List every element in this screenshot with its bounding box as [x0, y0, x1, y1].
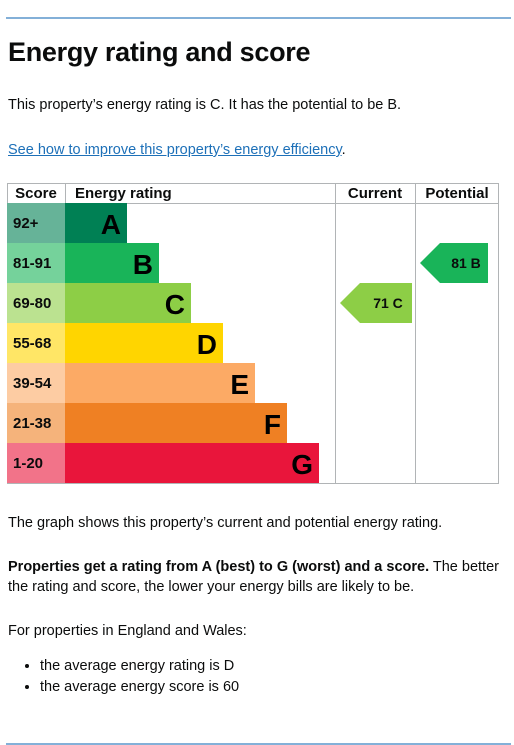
band-range-f: 21-38 [13, 415, 51, 432]
band-bar-f [65, 403, 287, 443]
band-letter-f: F [264, 409, 281, 440]
header-current: Current [348, 185, 402, 202]
band-score-cell-f [7, 403, 65, 443]
band-score-cell-e [7, 363, 65, 403]
averages-list: the average energy rating is D the avera… [8, 656, 239, 698]
band-range-g: 1-20 [13, 455, 43, 472]
band-score-cell-c [7, 283, 65, 323]
band-range-d: 55-68 [13, 335, 51, 352]
region-note: For properties in England and Wales: [8, 623, 247, 639]
band-range-a: 92+ [13, 215, 39, 232]
rating-explanation: Properties get a rating from A (best) to… [8, 557, 508, 597]
band-range-e: 39-54 [13, 375, 52, 392]
rating-summary: This property’s energy rating is C. It h… [8, 97, 402, 113]
band-range-b: 81-91 [13, 255, 51, 272]
header-energy-rating: Energy rating [75, 185, 172, 202]
graph-note: The graph shows this property’s current … [8, 515, 443, 531]
band-score-cell-a [7, 203, 65, 243]
potential-rating-label: 81 B [451, 255, 481, 271]
average-score-item: the average energy score is 60 [40, 677, 239, 698]
band-score-cell-d [7, 323, 65, 363]
header-potential: Potential [425, 185, 488, 202]
band-score-cell-g [7, 443, 65, 483]
average-rating-item: the average energy rating is D [40, 656, 239, 677]
rating-explanation-bold: Properties get a rating from A (best) to… [8, 559, 430, 575]
improve-efficiency-link[interactable]: See how to improve this property’s energ… [8, 142, 342, 158]
band-bar-b [65, 243, 159, 283]
band-bar-d [65, 323, 223, 363]
improve-link-suffix: . [341, 142, 346, 158]
band-letter-g: G [291, 449, 313, 480]
band-letter-a: A [101, 209, 121, 240]
bottom-divider [6, 743, 511, 745]
band-score-cell-b [7, 243, 65, 283]
top-divider [6, 17, 511, 19]
energy-rating-graph: Score Energy rating Current Potential 92+ A 81… [7, 183, 499, 484]
current-rating-arrow [340, 283, 412, 323]
band-letter-c: C [165, 289, 185, 320]
page-title: Energy rating and score [8, 37, 311, 67]
improve-paragraph: See how to improve this property’s energ… [8, 140, 508, 160]
energy-rating-chart: Score Energy rating Current Potential 92+ A 81… [7, 183, 499, 484]
header-score: Score [15, 185, 57, 202]
current-rating-label: 71 C [373, 295, 403, 311]
band-bar-g [65, 443, 319, 483]
band-letter-b: B [133, 249, 153, 280]
band-letter-d: D [197, 329, 217, 360]
band-letter-e: E [230, 369, 249, 400]
band-range-c: 69-80 [13, 295, 51, 312]
rating-explanation-rest-2: the rating and score, the lower your ene… [8, 579, 415, 595]
band-bar-e [65, 363, 255, 403]
potential-rating-arrow [420, 243, 488, 283]
band-bar-c [65, 283, 191, 323]
band-bar-a [65, 203, 127, 243]
rating-explanation-rest-1: The better [429, 559, 499, 575]
